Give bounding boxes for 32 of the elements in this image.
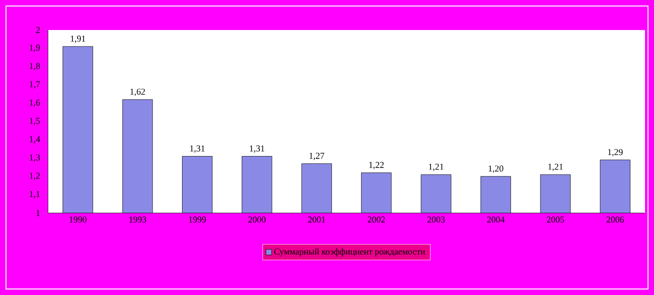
data-label: 1,29 xyxy=(608,149,623,156)
x-tick-label: 1993 xyxy=(129,216,146,223)
x-tick-label: 2001 xyxy=(308,216,326,223)
y-tick-label: 2 xyxy=(36,27,40,33)
x-tick-label: 2006 xyxy=(606,216,624,223)
y-tick-label: 1,7 xyxy=(30,81,40,89)
data-label: 1,62 xyxy=(130,88,145,96)
data-label: 1,91 xyxy=(70,36,86,43)
x-tick-label: 2002 xyxy=(368,216,385,223)
data-label: 1,20 xyxy=(488,166,504,173)
x-tick-label: 2000 xyxy=(248,216,266,223)
y-tick-label: 1,6 xyxy=(30,100,40,107)
y-tick-label: 1,1 xyxy=(30,191,40,198)
data-label: 1,21 xyxy=(548,164,563,172)
data-label: 1,22 xyxy=(369,162,384,170)
legend-label: Суммарный коэффициент рождаемости xyxy=(274,248,426,256)
data-label: 1,27 xyxy=(310,152,324,160)
y-tick-label: 1,8 xyxy=(30,62,40,70)
y-tick-label: 1,3 xyxy=(30,154,40,162)
y-tick-label: 1,9 xyxy=(30,44,40,52)
y-tick-label: 1,2 xyxy=(30,172,40,180)
data-label: 1,21 xyxy=(428,164,444,172)
y-tick-label: 1,5 xyxy=(30,118,40,126)
x-tick-label: 2005 xyxy=(546,216,564,223)
y-tick-label: 1 xyxy=(36,210,40,216)
x-tick-label: 2003 xyxy=(427,216,445,223)
data-label: 1,31 xyxy=(250,145,264,153)
x-tick-label: 2004 xyxy=(487,216,505,223)
y-tick-label: 1,4 xyxy=(30,136,40,144)
x-tick-label: 1990 xyxy=(70,216,86,223)
x-tick-label: 1999 xyxy=(189,216,206,223)
data-label: 1,31 xyxy=(190,145,205,153)
